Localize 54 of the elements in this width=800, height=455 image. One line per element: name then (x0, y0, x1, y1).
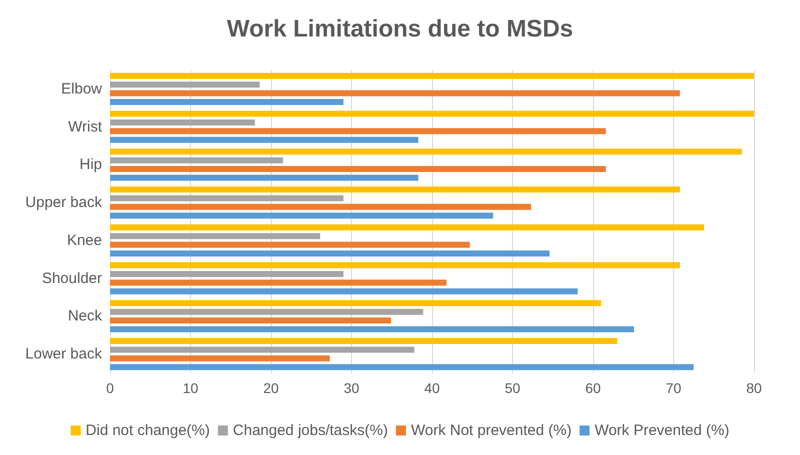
bar (110, 233, 320, 240)
bar (110, 98, 344, 105)
bar (110, 166, 606, 172)
bar (110, 174, 418, 181)
legend-label: Work Not prevented (%) (410, 422, 572, 439)
bar (110, 326, 634, 332)
x-tick-label: 40 (424, 380, 440, 396)
bar (110, 195, 344, 202)
x-tick-label: 80 (746, 380, 762, 396)
bar (110, 157, 284, 164)
legend-label: Did not change(%) (86, 422, 210, 439)
y-tick-label: Hip (79, 156, 102, 174)
bar (110, 72, 754, 79)
x-tick-label: 20 (263, 380, 279, 396)
bar (110, 318, 391, 324)
y-tick-label: Upper back (25, 194, 102, 212)
x-tick-label: 70 (666, 380, 682, 396)
bar (110, 204, 532, 210)
bar (110, 300, 602, 306)
bar (110, 212, 494, 219)
legend-label: Work Prevented (%) (594, 422, 730, 439)
bar (110, 346, 414, 353)
x-tick-label: 60 (585, 380, 601, 396)
bar (110, 355, 330, 362)
x-tick-label: 10 (182, 380, 198, 396)
y-tick-label: Knee (66, 232, 102, 249)
bar (110, 136, 418, 143)
y-tick-label: Shoulder (42, 270, 102, 287)
y-tick-label: Lower back (25, 346, 102, 363)
x-tick-label: 0 (106, 380, 114, 396)
bar (110, 82, 260, 88)
y-tick-label: Elbow (61, 80, 102, 98)
legend-label: Changed jobs/tasks(%) (232, 422, 388, 439)
bar (110, 186, 680, 193)
bar (110, 280, 446, 286)
bar (110, 148, 742, 155)
bar (110, 364, 694, 370)
bar (110, 262, 680, 268)
bar (110, 90, 680, 96)
bar (110, 338, 618, 344)
y-tick-label: Wrist (68, 118, 103, 136)
chart-title: Work Limitations due to MSDs (226, 16, 574, 42)
bar (110, 128, 606, 134)
bar (110, 288, 578, 294)
bar (110, 224, 704, 230)
x-tick-label: 50 (504, 380, 520, 396)
y-tick-label: Neck (68, 308, 102, 325)
bar (110, 110, 754, 117)
bar (110, 119, 255, 126)
x-tick-label: 30 (344, 380, 360, 396)
bar (110, 242, 470, 248)
bar (110, 250, 550, 256)
bar (110, 308, 424, 315)
bar (110, 270, 344, 277)
